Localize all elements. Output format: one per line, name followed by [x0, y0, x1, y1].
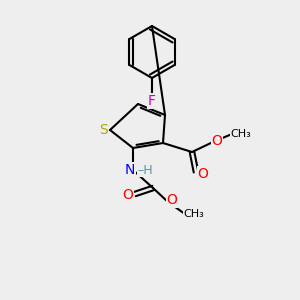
Text: –H: –H [137, 164, 153, 176]
Text: N: N [125, 163, 135, 177]
Text: O: O [167, 193, 177, 207]
Text: CH₃: CH₃ [184, 209, 204, 219]
Text: F: F [148, 94, 156, 108]
Text: CH₃: CH₃ [231, 129, 251, 139]
Text: O: O [198, 167, 208, 181]
Text: O: O [212, 134, 222, 148]
Text: O: O [123, 188, 134, 202]
Text: S: S [100, 123, 108, 137]
